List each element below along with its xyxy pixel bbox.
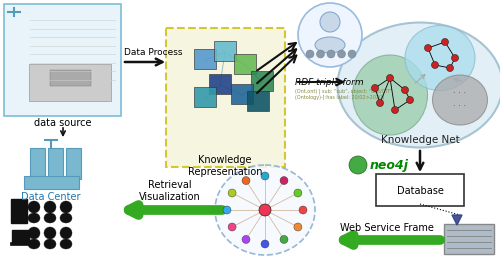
Ellipse shape [60,213,72,223]
Circle shape [298,3,362,67]
Circle shape [424,45,432,52]
FancyBboxPatch shape [444,224,494,254]
Circle shape [294,189,302,197]
Ellipse shape [215,165,315,255]
Circle shape [261,240,269,248]
Circle shape [386,75,394,82]
Circle shape [320,12,340,32]
FancyBboxPatch shape [24,176,78,189]
Circle shape [60,201,72,213]
FancyBboxPatch shape [66,147,80,178]
FancyBboxPatch shape [166,28,285,167]
FancyBboxPatch shape [234,54,256,74]
Ellipse shape [352,55,428,135]
Circle shape [376,99,384,106]
Circle shape [259,204,271,216]
Circle shape [327,50,335,58]
Text: RDF triple form: RDF triple form [295,78,364,87]
FancyBboxPatch shape [214,41,236,61]
Circle shape [223,206,231,214]
Circle shape [372,84,378,91]
Circle shape [261,172,269,180]
Circle shape [242,177,250,185]
Ellipse shape [405,25,475,90]
FancyBboxPatch shape [29,64,111,101]
Circle shape [316,50,324,58]
Circle shape [28,201,40,213]
FancyBboxPatch shape [12,229,28,242]
Text: Retrieval
Visualization: Retrieval Visualization [139,181,201,202]
Circle shape [406,97,414,104]
Ellipse shape [44,213,56,223]
FancyBboxPatch shape [30,147,44,178]
Polygon shape [452,215,462,225]
Text: Data Center: Data Center [21,192,81,202]
Circle shape [392,106,398,113]
Text: (Ont,ont) | sub: “sub”, object: “Ont/GIT”: (Ont,ont) | sub: “sub”, object: “Ont/GIT… [295,88,392,93]
Ellipse shape [28,213,40,223]
Text: (Ontology)-[:has label: 20/02>2020]: (Ontology)-[:has label: 20/02>2020] [295,95,384,100]
FancyBboxPatch shape [4,4,121,116]
Circle shape [432,61,438,68]
Ellipse shape [338,23,500,147]
Text: Data Process: Data Process [124,48,182,57]
Circle shape [60,227,72,239]
Text: Knowledge
Representation: Knowledge Representation [188,155,262,177]
FancyBboxPatch shape [231,84,253,104]
Circle shape [338,50,345,58]
Text: Web Service Frame: Web Service Frame [340,223,434,233]
Circle shape [28,227,40,239]
Circle shape [228,223,236,231]
FancyBboxPatch shape [194,87,216,107]
FancyBboxPatch shape [48,147,62,178]
Text: Knowledge Net: Knowledge Net [380,135,460,145]
Text: neo4j: neo4j [370,159,409,171]
Circle shape [349,156,367,174]
FancyBboxPatch shape [11,199,27,223]
Circle shape [452,54,458,61]
FancyBboxPatch shape [50,69,90,85]
Ellipse shape [315,37,345,53]
Circle shape [228,189,236,197]
Circle shape [442,39,448,46]
FancyBboxPatch shape [194,49,216,69]
Circle shape [294,223,302,231]
FancyBboxPatch shape [251,71,273,91]
Text: Database: Database [396,186,444,196]
Circle shape [306,50,314,58]
Circle shape [348,50,356,58]
FancyBboxPatch shape [209,74,231,94]
Text: data source: data source [34,118,92,128]
Circle shape [280,177,288,185]
FancyBboxPatch shape [247,91,269,111]
Ellipse shape [28,239,40,249]
Text: · · ·
· · ·: · · · · · · [454,89,466,111]
Ellipse shape [432,75,488,125]
Circle shape [44,201,56,213]
FancyBboxPatch shape [10,242,30,245]
Ellipse shape [44,239,56,249]
Circle shape [242,235,250,243]
Circle shape [446,64,454,71]
Circle shape [402,87,408,93]
Circle shape [299,206,307,214]
Circle shape [280,235,288,243]
FancyBboxPatch shape [376,174,464,206]
Ellipse shape [60,239,72,249]
Circle shape [44,227,56,239]
